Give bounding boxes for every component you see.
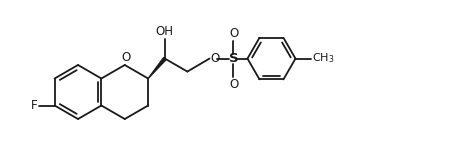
- Polygon shape: [148, 58, 166, 79]
- Text: OH: OH: [156, 25, 174, 38]
- Text: CH$_3$: CH$_3$: [312, 52, 335, 65]
- Text: F: F: [31, 99, 37, 112]
- Text: O: O: [121, 51, 130, 64]
- Text: O: O: [230, 27, 239, 40]
- Text: O: O: [211, 52, 220, 65]
- Text: O: O: [230, 78, 239, 91]
- Text: S: S: [229, 52, 238, 65]
